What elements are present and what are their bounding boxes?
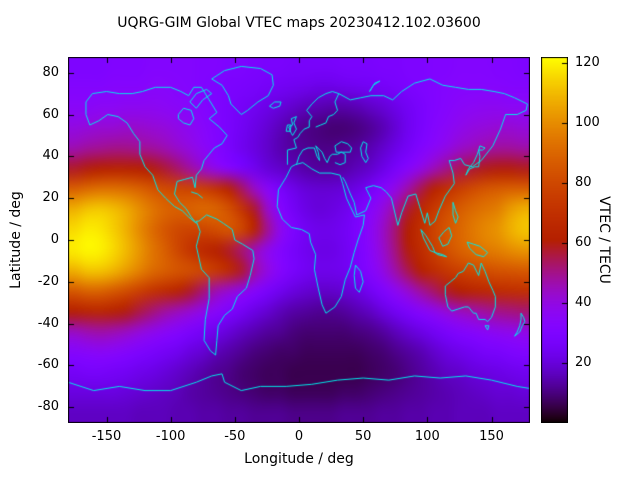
vtec-heatmap-canvas xyxy=(68,57,530,423)
x-tick-label: -150 xyxy=(91,429,122,444)
y-tick-label: 40 xyxy=(42,148,59,164)
y-tick-label: 60 xyxy=(42,106,59,122)
y-tick-label: -80 xyxy=(37,399,59,415)
colorbar-tick-label: 20 xyxy=(575,355,592,370)
x-tick-label: 50 xyxy=(354,429,372,444)
chart-title: UQRG-GIM Global VTEC maps 20230412.102.0… xyxy=(117,15,481,31)
y-tick-label: -20 xyxy=(37,273,59,289)
colorbar-tick-label: 80 xyxy=(575,175,592,190)
colorbar-tick-label: 60 xyxy=(575,235,592,250)
x-tick-label: 0 xyxy=(294,429,304,444)
y-tick-label: 20 xyxy=(42,190,59,206)
colorbar xyxy=(541,57,568,423)
x-tick-label: -50 xyxy=(224,429,246,444)
colorbar-tick-label: 40 xyxy=(575,295,592,310)
x-tick-label: 150 xyxy=(479,429,504,444)
plot-area xyxy=(68,57,530,423)
y-tick-label: 80 xyxy=(42,64,59,80)
x-tick-label: -100 xyxy=(155,429,186,444)
x-tick-label: 100 xyxy=(414,429,440,444)
colorbar-canvas xyxy=(541,57,568,423)
colorbar-tick-label: 120 xyxy=(575,55,600,70)
colorbar-tick-label: 100 xyxy=(575,115,600,130)
y-tick-label: 0 xyxy=(50,232,59,247)
x-axis-label: Longitude / deg xyxy=(244,451,354,467)
y-tick-label: -40 xyxy=(37,315,59,331)
y-tick-label: -60 xyxy=(37,357,59,373)
